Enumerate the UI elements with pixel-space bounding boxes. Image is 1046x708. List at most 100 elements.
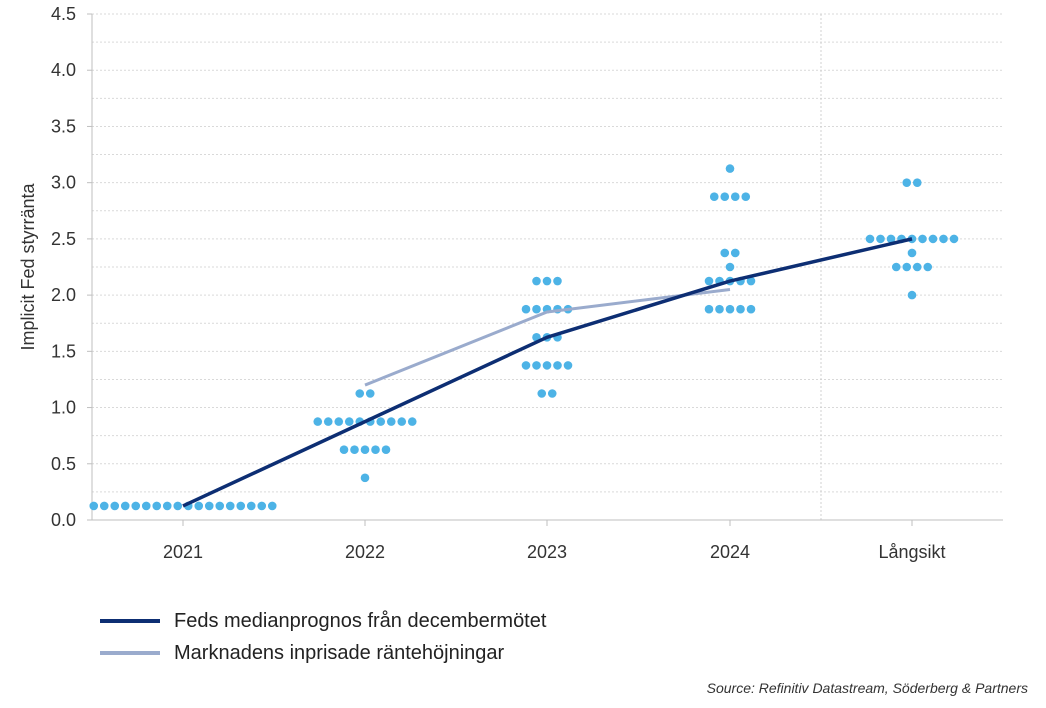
fed-dot: [918, 234, 927, 244]
fed-dot: [746, 276, 756, 286]
fed-dot: [725, 164, 735, 173]
fed-dot: [553, 276, 562, 286]
fed-dot: [736, 304, 745, 314]
fed-dot: [949, 234, 959, 244]
x-tick-label: Långsikt: [878, 542, 945, 562]
fed-dot: [912, 262, 922, 272]
x-tick-label: 2024: [710, 542, 750, 562]
fed-dot: [542, 361, 552, 370]
fed-dot: [725, 304, 735, 314]
fed-dot: [730, 192, 740, 202]
fed-dot: [521, 304, 531, 314]
fed-dot: [532, 276, 541, 286]
fed-dot: [537, 389, 547, 398]
fed-dot: [120, 501, 130, 511]
fed-dot: [741, 192, 751, 202]
fed-dot: [715, 304, 724, 314]
x-tick-label: 2021: [163, 542, 203, 562]
fed-dot: [902, 178, 912, 187]
legend-swatch-median: [100, 619, 160, 623]
fed-dot: [344, 417, 354, 426]
legend: Feds medianprognos från decembermötet Ma…: [100, 605, 546, 669]
series-line-median: [182, 237, 913, 508]
fed-dot: [173, 501, 183, 511]
fed-dot: [553, 361, 562, 370]
fed-dot: [542, 276, 552, 286]
fed-dot: [939, 234, 948, 244]
fed-dot: [323, 417, 333, 426]
fed-dot: [876, 234, 885, 244]
fed-dot: [407, 417, 417, 426]
x-tick-label: 2023: [527, 542, 567, 562]
fed-dot: [746, 304, 756, 314]
fed-dot: [360, 445, 370, 455]
fed-dot: [907, 290, 917, 300]
fed-dot: [563, 361, 573, 370]
fed-dot: [215, 501, 225, 511]
legend-label-median: Feds medianprognos från decembermötet: [174, 609, 547, 632]
fed-dot: [720, 248, 730, 258]
fed-dot: [704, 276, 714, 286]
legend-label-market: Marknadens inprisade räntehöjningar: [174, 641, 505, 664]
fed-dot: [350, 445, 359, 455]
fed-dot: [704, 304, 714, 314]
fed-dot: [334, 417, 344, 426]
y-tick-label: 2.0: [51, 285, 76, 305]
y-tick-label: 2.5: [51, 229, 76, 249]
fed-dot: [371, 445, 380, 455]
fed-member-dots: [89, 164, 959, 511]
fed-dot: [225, 501, 235, 511]
fed-dot: [532, 361, 541, 370]
fed-dot: [360, 473, 370, 483]
fed-dot: [381, 445, 391, 455]
fed-dot: [141, 501, 151, 511]
fed-dot: [313, 417, 323, 426]
series-line-market: [364, 288, 731, 387]
fed-dot: [365, 389, 375, 398]
fed-dot: [162, 501, 172, 511]
gridlines: [92, 13, 1003, 520]
fed-dot: [907, 248, 917, 258]
fed-dot: [891, 262, 901, 272]
fed-dot: [532, 304, 541, 314]
y-tick-labels: 0.0 0.5 1.0 1.5 2.0 2.5 3.0 3.5 4.0 4.5: [51, 4, 76, 530]
y-tick-label: 0.5: [51, 454, 76, 474]
fed-dot: [865, 234, 875, 244]
source-note: Source: Refinitiv Datastream, Söderberg …: [706, 680, 1028, 696]
fed-dot: [257, 501, 267, 511]
y-tick-label: 4.0: [51, 60, 76, 80]
fed-dot: [912, 178, 922, 187]
y-tick-label: 3.0: [51, 173, 76, 193]
fed-dot: [386, 417, 396, 426]
fed-dot: [902, 262, 912, 272]
y-tick-label: 3.5: [51, 116, 76, 136]
y-tick-label: 4.5: [51, 4, 76, 24]
y-axis-label: Implicit Fed styrränta: [18, 182, 38, 350]
fed-dot: [204, 501, 214, 511]
axes: [87, 13, 1003, 526]
fed-dot: [709, 192, 719, 202]
fed-dot: [267, 501, 277, 511]
fed-dot: [194, 501, 204, 511]
legend-item-median: Feds medianprognos från decembermötet: [100, 605, 546, 637]
fed-dot: [730, 248, 740, 258]
fed-dot: [720, 192, 730, 202]
fed-dot: [725, 262, 735, 272]
fed-dot: [236, 501, 246, 511]
fed-dot: [547, 389, 557, 398]
fed-dot: [152, 501, 162, 511]
fed-dot: [521, 361, 531, 370]
fed-dot: [886, 234, 896, 244]
x-tick-labels: 2021 2022 2023 2024 Långsikt: [163, 542, 946, 562]
y-tick-label: 1.0: [51, 398, 76, 418]
fed-dot: [110, 501, 120, 511]
fed-dot: [131, 501, 141, 511]
x-tick-label: 2022: [345, 542, 385, 562]
fed-dot: [89, 501, 99, 511]
legend-swatch-market: [100, 651, 160, 655]
fed-dot: [928, 234, 938, 244]
series-lines: [182, 237, 913, 508]
dot-plot-chart: 0.00.51.01.52.02.53.03.54.04.5 2021 2022 2…: [18, 4, 1003, 562]
fed-dot: [246, 501, 256, 511]
legend-item-market: Marknadens inprisade räntehöjningar: [100, 637, 546, 669]
